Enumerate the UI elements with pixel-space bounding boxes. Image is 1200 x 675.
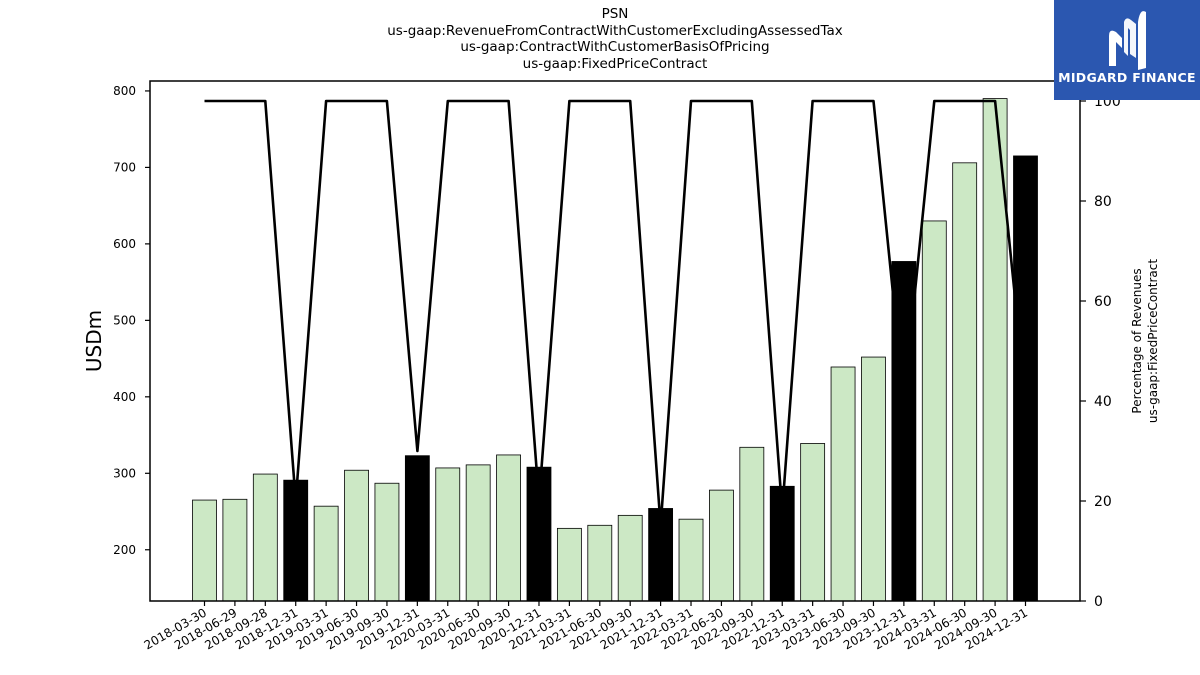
quarter-bar bbox=[587, 524, 613, 602]
logo-text: MIDGARD FINANCE bbox=[1058, 70, 1196, 85]
y2-tick-label: 20 bbox=[1094, 494, 1112, 510]
quarter-bar bbox=[465, 464, 491, 602]
bars-group bbox=[192, 98, 1038, 602]
title-line-1: PSN bbox=[601, 6, 629, 22]
annual-bar bbox=[404, 455, 430, 602]
quarter-bar bbox=[374, 482, 400, 602]
plot-frame bbox=[149, 80, 1081, 602]
quarter-bar bbox=[313, 505, 339, 602]
title-line-4: us-gaap:FixedPriceContract bbox=[522, 55, 708, 72]
quarter-bar bbox=[435, 467, 461, 602]
y2-tick-label: 60 bbox=[1094, 294, 1112, 310]
quarter-bar bbox=[344, 469, 369, 602]
y-tick-label: 600 bbox=[113, 237, 136, 251]
quarter-bar bbox=[252, 473, 278, 602]
midgard-finance-logo: MIDGARD FINANCE bbox=[1054, 0, 1200, 100]
y2-axis-label-line-2: us-gaap:FixedPriceContract bbox=[1146, 259, 1160, 423]
percentage-line bbox=[204, 99, 1027, 528]
annual-bar bbox=[1013, 155, 1038, 602]
y-tick-label: 400 bbox=[113, 390, 136, 404]
quarter-bar bbox=[921, 220, 947, 602]
y-tick-label: 500 bbox=[113, 313, 136, 327]
quarter-bar bbox=[222, 498, 248, 602]
quarter-bar bbox=[709, 489, 734, 602]
y-tick-label: 700 bbox=[113, 160, 136, 174]
left-y-axis: 200 300 400 500 600 700 800 bbox=[113, 84, 150, 557]
quarter-bar bbox=[861, 356, 886, 602]
title-line-3: us-gaap:ContractWithCustomerBasisOfPrici… bbox=[460, 39, 770, 55]
y2-tick-label: 80 bbox=[1094, 194, 1112, 210]
quarter-bar bbox=[830, 366, 856, 602]
quarter-bar bbox=[739, 446, 765, 602]
title-line-2: us-gaap:RevenueFromContractWithCustomerE… bbox=[387, 22, 843, 39]
quarter-bar bbox=[556, 527, 582, 602]
y2-tick-label: 40 bbox=[1094, 394, 1112, 410]
y2-tick-label: 0 bbox=[1094, 594, 1103, 610]
quarter-bar bbox=[800, 443, 826, 602]
chart-title: PSN us-gaap:RevenueFromContractWithCusto… bbox=[0, 6, 1200, 72]
y-tick-label: 200 bbox=[113, 543, 136, 557]
x-axis: 2018-03-302018-06-292018-09-282018-12-31… bbox=[142, 601, 1030, 652]
y2-axis-label-line-1: Percentage of Revenues bbox=[1130, 268, 1144, 413]
quarter-bar bbox=[617, 514, 643, 602]
line-layer bbox=[204, 99, 1027, 528]
quarter-bar bbox=[496, 454, 521, 602]
quarter-bar bbox=[952, 162, 978, 602]
y-tick-label: 300 bbox=[113, 466, 136, 480]
quarter-bar bbox=[678, 518, 704, 602]
quarter-bar bbox=[192, 499, 217, 602]
y-tick-label: 800 bbox=[113, 84, 136, 98]
logo-mark-icon bbox=[1109, 11, 1146, 70]
y-axis-label: USDm bbox=[82, 310, 106, 372]
